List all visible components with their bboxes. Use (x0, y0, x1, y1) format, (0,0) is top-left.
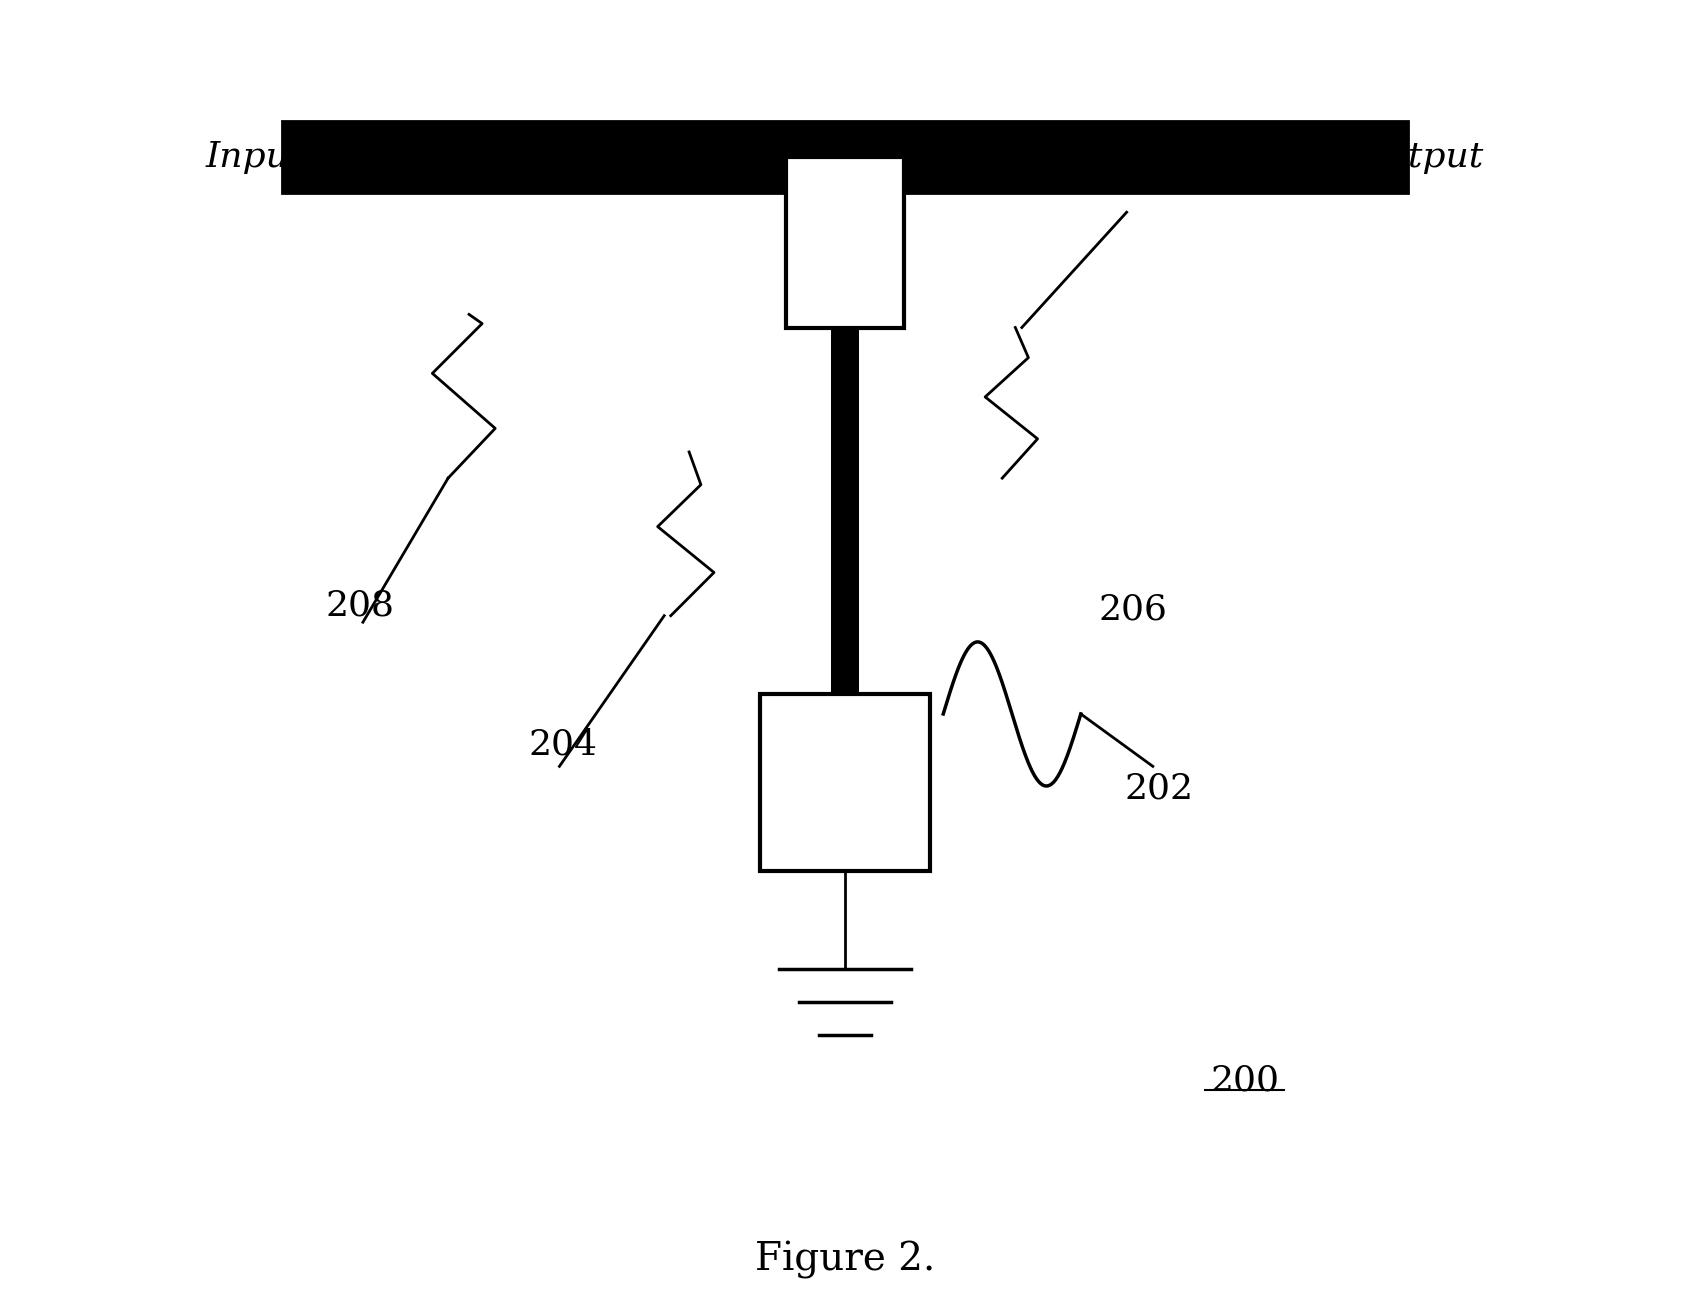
Text: Input: Input (206, 140, 304, 174)
Text: 206: 206 (1098, 592, 1167, 626)
Bar (282, 121, 1407, 193)
Bar (785, 157, 904, 328)
Text: 208: 208 (326, 588, 395, 622)
Text: 202: 202 (1125, 772, 1192, 806)
Text: 200: 200 (1209, 1064, 1279, 1098)
Bar (829, 328, 860, 694)
Text: Figure 2.: Figure 2. (755, 1241, 934, 1280)
Text: 204: 204 (529, 727, 598, 761)
Bar (760, 694, 929, 871)
Text: Output: Output (1355, 140, 1483, 174)
